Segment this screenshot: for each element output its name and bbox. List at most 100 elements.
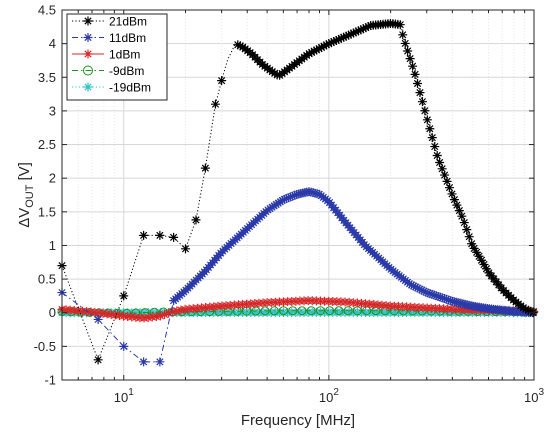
marker-asterisk — [210, 99, 220, 109]
data-point — [251, 306, 261, 316]
marker-asterisk — [523, 305, 533, 315]
marker-asterisk — [155, 230, 165, 240]
data-point — [472, 247, 482, 257]
y-tick-label: 4 — [49, 36, 56, 51]
marker-asterisk — [462, 225, 472, 235]
marker-asterisk — [454, 206, 464, 216]
data-point — [176, 305, 186, 315]
data-point — [521, 304, 531, 314]
legend-label: 21dBm — [109, 15, 147, 29]
data-point — [315, 306, 325, 316]
data-point — [452, 200, 462, 210]
data-point — [443, 295, 453, 305]
legend-box — [66, 13, 168, 101]
data-point — [439, 294, 449, 304]
data-point — [420, 106, 430, 116]
y-axis-label-subscript: OUT — [24, 184, 36, 208]
marker-asterisk — [288, 191, 298, 201]
data-point — [334, 306, 344, 316]
data-point — [363, 22, 373, 32]
data-point — [356, 25, 366, 35]
data-point — [343, 306, 353, 316]
x-tick-label-base: 10 — [524, 390, 538, 405]
data-point — [269, 306, 279, 316]
data-point — [168, 307, 178, 317]
marker-circle — [325, 306, 335, 316]
marker-asterisk — [329, 37, 339, 47]
data-point — [395, 20, 405, 30]
data-point — [217, 76, 227, 86]
marker-asterisk — [331, 35, 341, 45]
marker-asterisk — [314, 44, 324, 54]
marker-asterisk — [139, 357, 149, 367]
marker-asterisk — [281, 194, 291, 204]
marker-asterisk — [349, 28, 359, 38]
y-tick-label: -0.5 — [34, 339, 56, 354]
marker-circle — [297, 306, 307, 316]
marker-asterisk — [472, 247, 482, 257]
legend: 21dBm 11dBm 1dBm -9dBm -19dBm — [66, 13, 168, 101]
marker-asterisk — [279, 194, 289, 204]
marker-asterisk — [191, 215, 201, 225]
data-point — [427, 289, 437, 299]
data-point — [339, 32, 349, 42]
marker-asterisk — [425, 124, 435, 134]
data-point — [415, 284, 425, 294]
legend-entry: 1dBm — [72, 48, 140, 62]
marker-asterisk — [400, 38, 410, 48]
data-point — [119, 341, 129, 351]
data-point — [351, 27, 361, 37]
data-point — [346, 29, 356, 39]
marker-asterisk — [155, 311, 165, 321]
y-axis-label-main: ΔV — [16, 208, 33, 228]
marker-asterisk — [286, 192, 296, 202]
data-point — [319, 41, 329, 51]
y-tick-label: -1 — [44, 373, 56, 388]
marker-asterisk — [235, 41, 245, 51]
x-tick-label-exponent: 3 — [538, 387, 544, 398]
y-axis-label-unit: [V] — [16, 162, 33, 180]
marker-asterisk — [180, 244, 190, 254]
data-point — [260, 306, 270, 316]
data-point — [358, 24, 368, 34]
data-point — [400, 38, 410, 48]
data-point — [429, 290, 439, 300]
data-point — [431, 291, 441, 301]
data-point — [467, 239, 477, 249]
marker-asterisk — [326, 38, 336, 48]
data-point — [477, 255, 487, 265]
marker-circle — [334, 306, 344, 316]
marker-asterisk — [317, 42, 327, 52]
y-tick-label: 0 — [49, 305, 56, 320]
data-point — [349, 28, 359, 38]
marker-asterisk — [445, 183, 455, 193]
marker-circle — [288, 306, 298, 316]
legend-label: -19dBm — [109, 81, 151, 95]
marker-asterisk — [307, 47, 317, 57]
data-point — [160, 309, 170, 319]
marker-asterisk — [415, 284, 425, 294]
data-point — [469, 243, 479, 253]
marker-asterisk — [395, 20, 405, 30]
marker-circle — [83, 65, 93, 76]
data-point — [341, 31, 351, 41]
data-point — [407, 280, 417, 290]
legend-label: 1dBm — [109, 48, 140, 62]
data-point — [526, 306, 536, 316]
marker-asterisk — [411, 282, 421, 292]
marker-asterisk — [410, 69, 420, 79]
data-point — [277, 195, 287, 205]
marker-asterisk — [356, 25, 366, 35]
data-point — [445, 183, 455, 193]
data-point — [449, 195, 459, 205]
data-point — [336, 33, 346, 43]
marker-asterisk — [446, 296, 456, 306]
marker-asterisk — [435, 158, 445, 168]
marker-asterisk — [435, 292, 445, 302]
marker-asterisk — [423, 288, 433, 298]
data-point — [331, 35, 341, 45]
data-point — [353, 26, 363, 36]
marker-asterisk — [439, 294, 449, 304]
data-point — [417, 285, 427, 295]
data-point — [425, 124, 435, 134]
